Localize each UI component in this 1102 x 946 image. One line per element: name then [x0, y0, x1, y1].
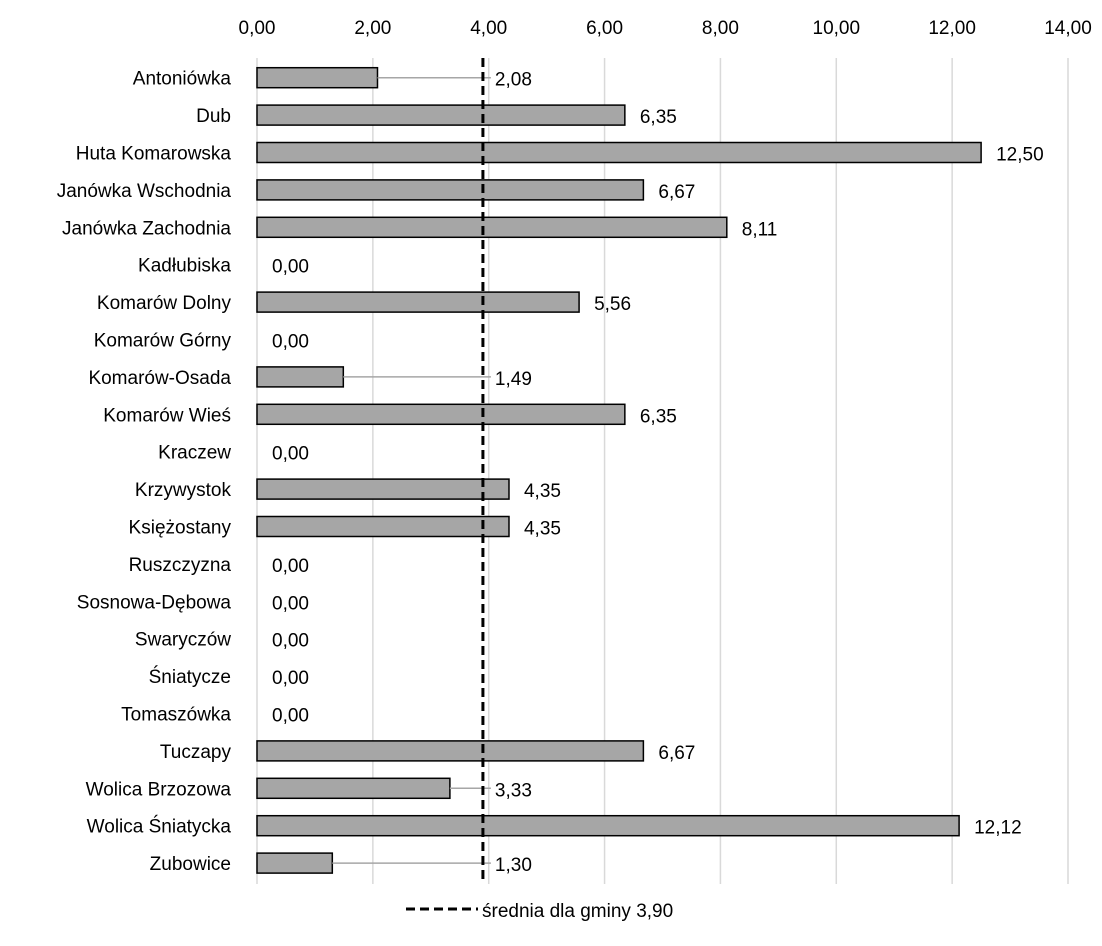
category-label: Komarów Górny	[94, 331, 232, 352]
data-label: 0,00	[272, 556, 309, 577]
data-label: 0,00	[272, 332, 309, 353]
bar	[256, 66, 379, 89]
category-label: Księżostany	[129, 518, 232, 539]
x-tick-label: 2,00	[354, 18, 391, 39]
data-label: 0,00	[272, 444, 309, 465]
x-tick-label: 0,00	[239, 18, 276, 39]
x-tick-label: 6,00	[586, 18, 623, 39]
category-label: Zubowice	[150, 854, 231, 875]
category-label: Kraczew	[158, 443, 231, 464]
bar	[256, 291, 580, 313]
category-label: Swaryczów	[135, 630, 231, 651]
data-label: 3,33	[495, 780, 532, 801]
bar	[256, 777, 451, 800]
category-label: Janówka Wschodnia	[57, 181, 232, 202]
category-label: Ruszczyzna	[129, 555, 232, 576]
category-label: Dub	[196, 106, 231, 127]
category-label: Kadłubiska	[138, 256, 231, 277]
data-label: 4,35	[524, 481, 561, 502]
data-label: 1,30	[495, 855, 532, 876]
bar	[256, 478, 510, 500]
category-label: Tomaszówka	[121, 705, 231, 726]
x-tick-label: 14,00	[1044, 18, 1092, 39]
category-label: Wolica Śniatycka	[87, 816, 232, 838]
bar	[256, 141, 982, 164]
data-label: 6,35	[640, 107, 677, 128]
data-label: 0,00	[272, 706, 309, 727]
bar	[256, 515, 510, 538]
data-label: 0,00	[272, 593, 309, 614]
category-label: Komarów Dolny	[97, 293, 232, 314]
category-label: Janówka Zachodnia	[62, 218, 231, 239]
x-tick-label: 4,00	[470, 18, 507, 39]
bars	[256, 66, 982, 874]
data-label: 4,35	[524, 519, 561, 540]
category-label: Śniatycze	[149, 666, 231, 688]
data-label: 5,56	[594, 294, 631, 315]
category-label: Sosnowa-Dębowa	[77, 592, 232, 613]
bar	[256, 852, 334, 874]
x-tick-label: 10,00	[813, 18, 861, 39]
data-label: 2,08	[495, 70, 532, 91]
x-axis-ticks: 0,00 2,00 4,00 6,00 8,00 10,00 12,00 14,00	[239, 18, 1092, 39]
bar	[256, 179, 645, 201]
data-label: 8,11	[742, 219, 778, 240]
category-label: Wolica Brzozowa	[86, 779, 232, 800]
bar	[256, 366, 345, 388]
legend: średnia dla gminy 3,90	[406, 901, 673, 922]
category-labels: Antoniówka Dub Huta Komarowska Janówka Wsch…	[57, 69, 232, 875]
data-label: 0,00	[272, 668, 309, 689]
data-labels: 2,08 6,35 12,50 6,67 8,11 0,00 5,56 0,00 1,49 6,3…	[272, 70, 1044, 876]
bar	[256, 104, 626, 126]
data-label: 0,00	[272, 631, 309, 652]
bar	[256, 403, 626, 426]
bar	[256, 740, 645, 762]
data-label: 6,67	[658, 182, 695, 203]
data-label: 0,00	[272, 257, 309, 278]
data-label: 12,12	[974, 818, 1022, 839]
legend-label: średnia dla gminy 3,90	[482, 901, 673, 922]
category-label: Huta Komarowska	[76, 144, 232, 165]
data-label: 6,35	[640, 406, 677, 427]
category-label: Tuczapy	[160, 742, 232, 763]
category-label: Komarów-Osada	[88, 368, 231, 389]
data-label: 6,67	[658, 743, 695, 764]
bar	[256, 216, 728, 239]
x-tick-label: 8,00	[702, 18, 739, 39]
data-label: 1,49	[495, 369, 532, 390]
category-label: Krzywystok	[135, 480, 232, 501]
bar	[256, 814, 960, 837]
category-label: Antoniówka	[133, 69, 232, 90]
x-tick-label: 12,00	[928, 18, 976, 39]
data-label: 12,50	[996, 145, 1044, 166]
category-label: Komarów Wieś	[103, 405, 231, 426]
